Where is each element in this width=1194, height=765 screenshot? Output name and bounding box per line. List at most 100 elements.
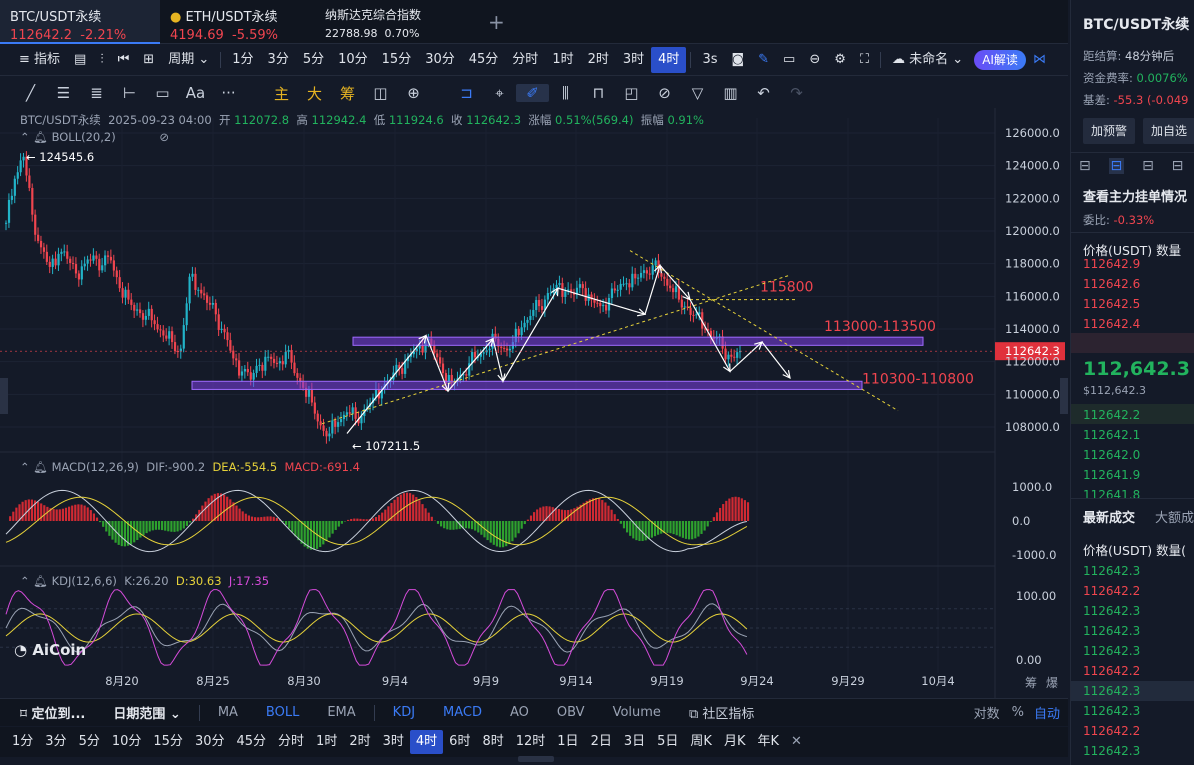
left-collapse-handle[interactable] — [0, 378, 8, 414]
filter-icon[interactable]: ▽ — [691, 84, 704, 102]
bottom-interval-0[interactable]: 1分 — [12, 734, 34, 749]
bottom-interval-1[interactable]: 3分 — [45, 734, 67, 749]
compare-icon[interactable]: ⊕ — [407, 84, 420, 102]
indicator-ao[interactable]: AO — [510, 705, 529, 720]
big-trades-tab[interactable]: 大额成 — [1155, 511, 1194, 526]
redo-icon[interactable]: ↷ — [790, 84, 803, 102]
window-icon[interactable]: ▭ — [783, 51, 796, 67]
bottom-interval-6[interactable]: 45分 — [236, 734, 267, 749]
bottom-interval-10[interactable]: 3时 — [382, 734, 404, 749]
seconds-button[interactable]: 3s — [702, 51, 718, 67]
bid-row[interactable]: 112641.8 — [1083, 488, 1141, 502]
calendar-icon[interactable]: ▤ — [74, 51, 87, 67]
bottom-interval-8[interactable]: 1时 — [316, 734, 338, 749]
trade-row[interactable]: 112642.3 — [1083, 684, 1141, 698]
bottom-interval-13[interactable]: 8时 — [482, 734, 504, 749]
view-main-orders-link[interactable]: 查看主力挂单情况 — [1083, 190, 1188, 205]
bottom-interval-12[interactable]: 6时 — [449, 734, 471, 749]
share-icon[interactable]: ⋈ — [1032, 51, 1046, 67]
close-interval-bar-icon[interactable]: ✕ — [791, 734, 802, 749]
indicator-volume[interactable]: Volume — [612, 705, 661, 720]
tab-eth[interactable]: ● ETH/USDT永续 4194.69 -5.59% — [160, 0, 315, 44]
ruler-icon[interactable]: ⌖ — [495, 84, 504, 102]
add-alert-button[interactable]: 加预警 — [1083, 118, 1136, 144]
indicator-macd[interactable]: MACD — [443, 705, 483, 720]
trade-row[interactable]: 112642.3 — [1083, 704, 1141, 718]
bid-row[interactable]: 112641.9 — [1083, 468, 1141, 482]
zoom-out-icon[interactable]: ⊖ — [809, 51, 821, 67]
bottom-interval-2[interactable]: 5分 — [78, 734, 100, 749]
select-icon[interactable]: ⊐ — [460, 84, 473, 102]
bottom-interval-18[interactable]: 5日 — [657, 734, 679, 749]
period-dropdown[interactable]: 周期 ⌄ — [161, 47, 216, 73]
bar-pattern-icon[interactable]: ⫼ — [562, 84, 569, 102]
bottom-interval-3[interactable]: 10分 — [111, 734, 142, 749]
indicator-boll[interactable]: BOLL — [265, 705, 300, 720]
interval-11[interactable]: 4时 — [651, 46, 687, 73]
lock-icon[interactable]: ⊓ — [592, 84, 605, 102]
price-chart[interactable]: 113000-113500 110300-110800 115800 ← 124545… — [0, 108, 1068, 698]
bottom-interval-21[interactable]: 年K — [757, 734, 779, 749]
interval-10[interactable]: 3时 — [622, 51, 645, 67]
interval-5[interactable]: 30分 — [425, 51, 455, 67]
trade-row[interactable]: 112642.2 — [1083, 584, 1141, 598]
main-force-button[interactable]: 主 — [273, 84, 289, 103]
book-bid-icon[interactable]: ⊟ — [1142, 158, 1154, 174]
big-order-button[interactable]: 大 — [306, 84, 322, 103]
bottom-interval-5[interactable]: 30分 — [194, 734, 225, 749]
ai-analysis-button[interactable]: AI解读 — [974, 49, 1026, 70]
settings-icon[interactable]: ⚙ — [834, 51, 846, 67]
indicator-obv[interactable]: OBV — [556, 705, 585, 720]
replay-icon[interactable]: ⏮ — [117, 51, 130, 67]
layout-icon[interactable]: ⊞ — [143, 51, 155, 67]
interval-9[interactable]: 2时 — [587, 51, 609, 67]
tab-nasdaq[interactable]: 纳斯达克综合指数 22788.98 0.70% — [315, 0, 470, 44]
kdj-legend[interactable]: ⌃ 🔔︎ KDJ(12,6,6) K:26.20 D:30.63 J:17.35 — [20, 574, 269, 588]
bottom-interval-17[interactable]: 3日 — [623, 734, 646, 749]
add-tab-button[interactable]: + — [488, 10, 505, 34]
ask-row[interactable]: 112642.9 — [1083, 257, 1141, 271]
book-split-icon[interactable]: ⊟ — [1108, 158, 1125, 174]
trendline-icon[interactable]: ╱ — [25, 84, 36, 102]
fib-icon[interactable]: ≣ — [90, 84, 103, 102]
chip-button[interactable]: 筹 — [339, 84, 355, 103]
interval-6[interactable]: 45分 — [468, 51, 499, 67]
indicator-ema[interactable]: EMA — [327, 705, 356, 720]
interval-8[interactable]: 1时 — [552, 51, 574, 67]
burst-toggle[interactable]: 爆 — [1046, 676, 1059, 690]
trade-row[interactable]: 112642.3 — [1083, 564, 1141, 578]
bottom-interval-4[interactable]: 15分 — [153, 734, 183, 749]
trade-row[interactable]: 112642.3 — [1083, 644, 1141, 658]
rectangle-icon[interactable]: ▭ — [155, 84, 170, 102]
fullscreen-icon[interactable]: ⛶ — [859, 51, 869, 67]
bottom-interval-19[interactable]: 周K — [690, 734, 712, 749]
magnet-icon[interactable]: ⊘ — [658, 84, 671, 102]
macd-legend[interactable]: ⌃ 🔔︎ MACD(12,26,9) DIF:-900.2 DEA:-554.5… — [20, 460, 360, 474]
add-watchlist-button[interactable]: 加自选 — [1143, 118, 1194, 144]
trade-row[interactable]: 112642.2 — [1083, 724, 1141, 738]
bid-row[interactable]: 112642.0 — [1083, 448, 1141, 462]
bottom-interval-15[interactable]: 1日 — [557, 734, 579, 749]
trade-row[interactable]: 112642.3 — [1083, 604, 1141, 618]
bottom-interval-9[interactable]: 2时 — [349, 734, 371, 749]
interval-7[interactable]: 分时 — [512, 51, 539, 67]
undo-icon[interactable]: ↶ — [757, 84, 770, 102]
camera-icon[interactable]: ◙ — [731, 51, 745, 67]
bottom-drag-handle[interactable] — [518, 756, 554, 762]
text-tool[interactable]: Aa — [185, 84, 206, 102]
bottom-interval-14[interactable]: 12时 — [515, 734, 546, 749]
interval-1[interactable]: 3分 — [267, 51, 289, 67]
bottom-interval-20[interactable]: 月K — [723, 734, 746, 749]
auto-toggle[interactable]: 自动 — [1033, 707, 1060, 722]
pen-icon[interactable]: ✎ — [758, 51, 770, 67]
bid-row[interactable]: 112642.1 — [1083, 428, 1141, 442]
bottom-interval-7[interactable]: 分时 — [278, 734, 305, 749]
date-range-dropdown[interactable]: 日期范围 ⌄ — [99, 703, 194, 722]
bid-row[interactable]: 112642.2 — [1083, 408, 1141, 422]
horizontal-line-icon[interactable]: ⊢ — [122, 84, 137, 102]
trade-row[interactable]: 112642.3 — [1083, 624, 1141, 638]
trade-row[interactable]: 112642.3 — [1083, 744, 1141, 758]
log-toggle[interactable]: 对数 — [973, 707, 1000, 722]
ask-row[interactable]: 112642.6 — [1083, 277, 1141, 291]
book-both-icon[interactable]: ⊟ — [1079, 158, 1091, 174]
